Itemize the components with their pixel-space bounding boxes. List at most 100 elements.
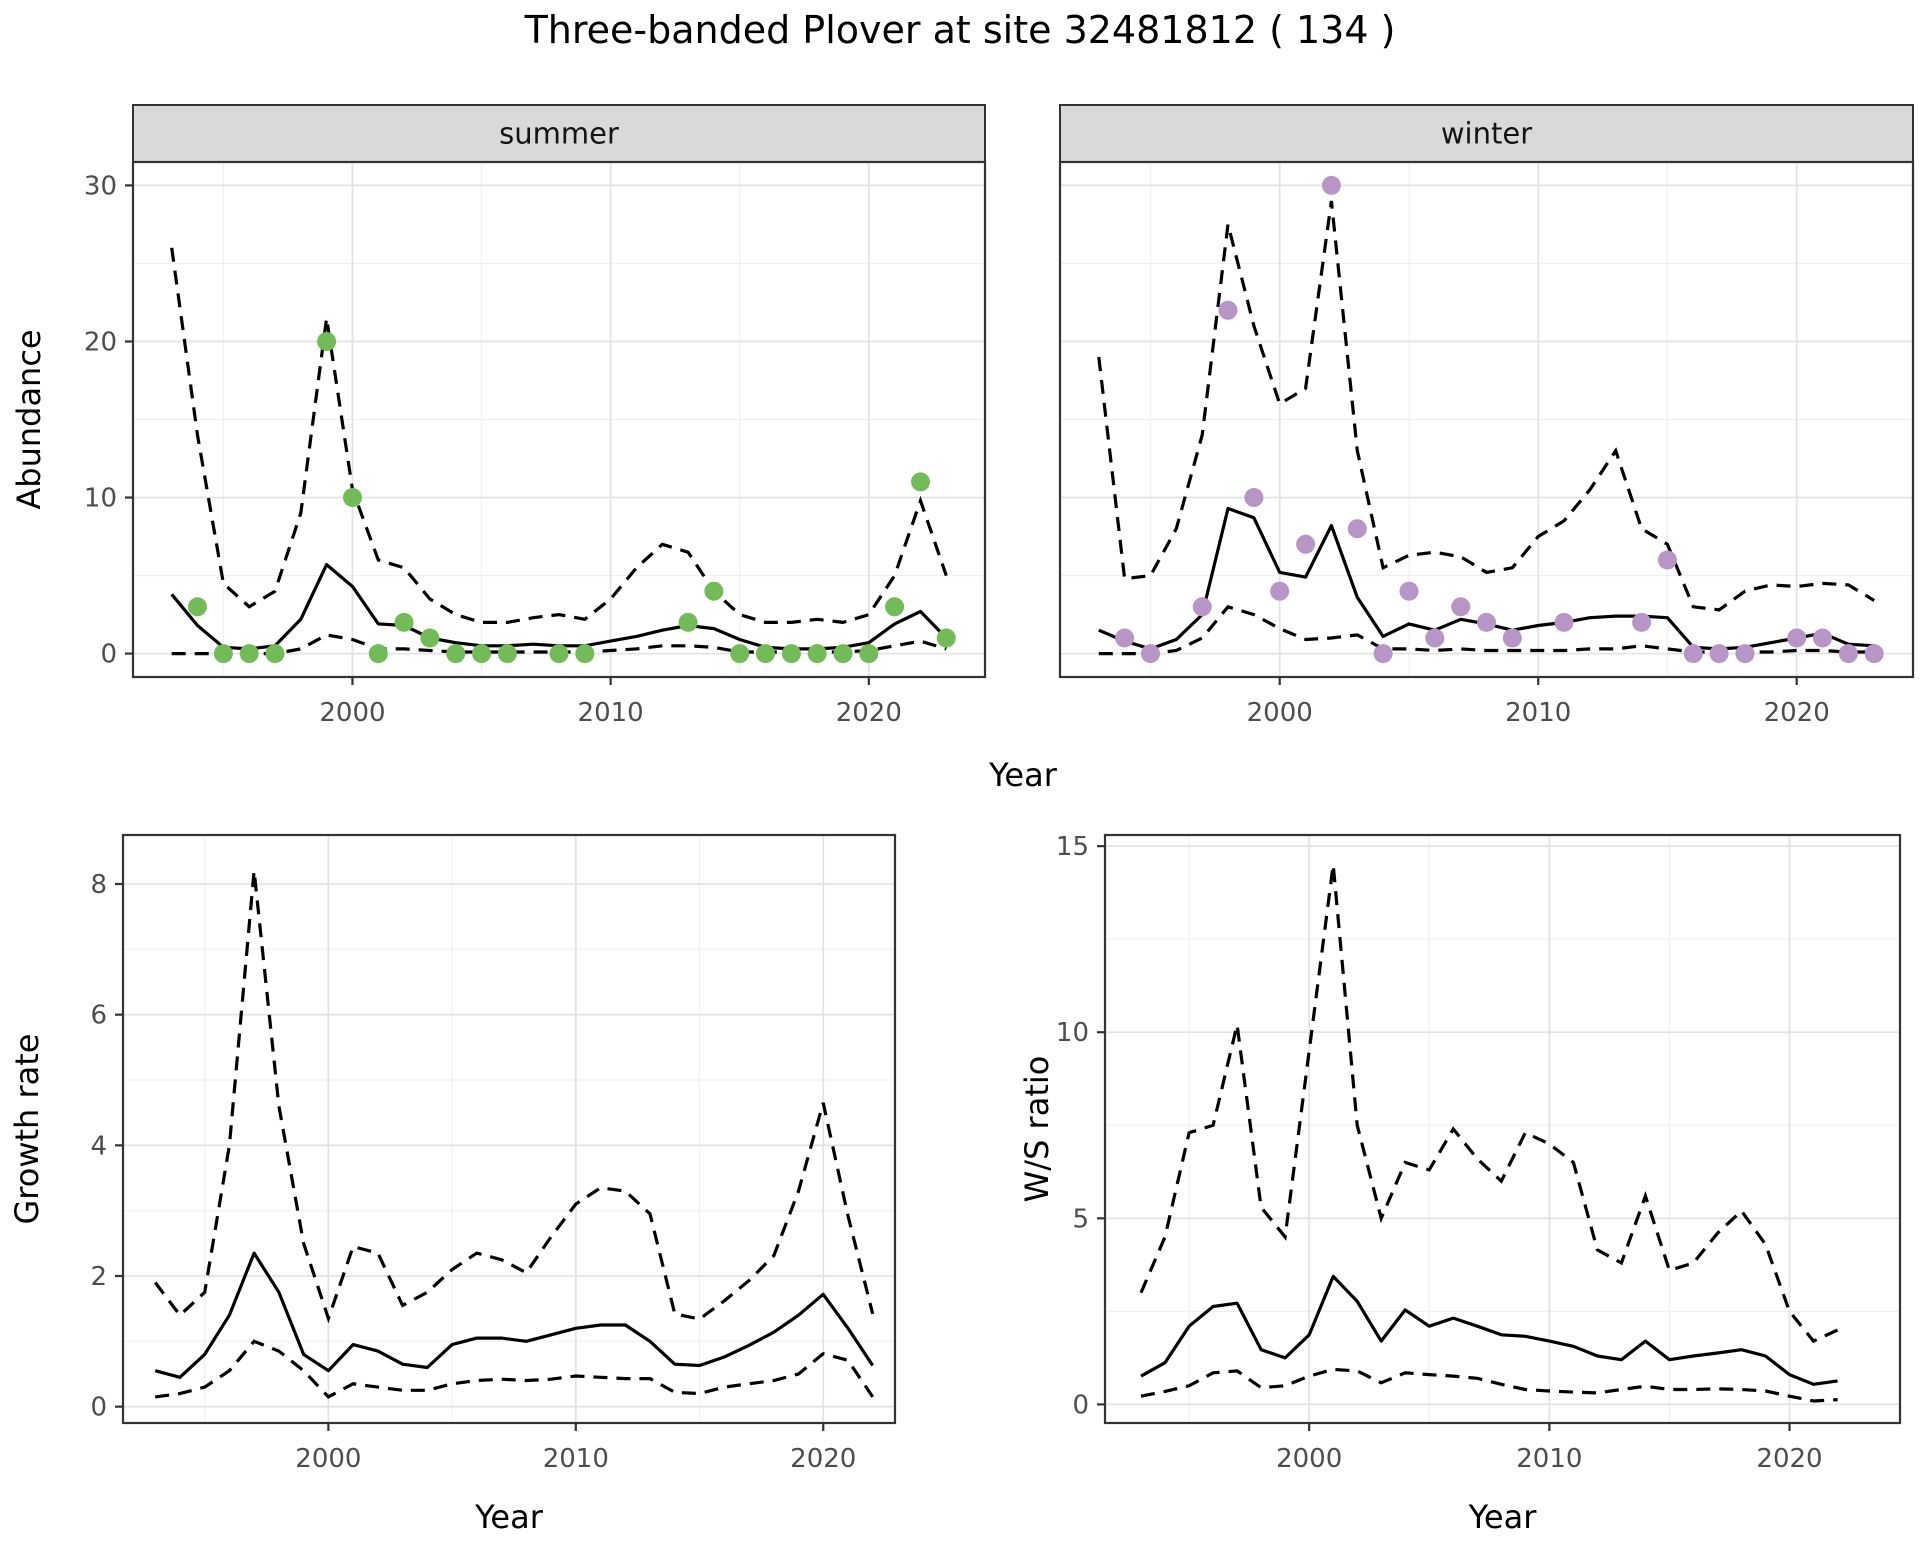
x-tick-label: 2020 — [1756, 1444, 1822, 1474]
axes: 2000 2010 2020 0 10 20 30 — [84, 171, 902, 728]
x-tick-label: 2000 — [1276, 1444, 1342, 1474]
panel-winter: winter 2000 2010 2020 — [1058, 104, 1915, 728]
data-point — [1477, 612, 1496, 632]
y-tick-label: 4 — [90, 1131, 107, 1161]
upper-ci-dashed-line — [1097, 200, 1876, 612]
data-point — [1787, 628, 1807, 648]
data-point — [859, 644, 879, 664]
gridlines — [123, 835, 895, 1423]
x-tick-label: 2010 — [543, 1444, 609, 1474]
lower-ci-dashed-line — [1140, 1367, 1838, 1403]
x-tick-label: 2000 — [295, 1444, 361, 1474]
upper-ci-dashed-line — [170, 247, 948, 625]
data-point — [1838, 644, 1858, 664]
data-point — [807, 644, 827, 664]
data-point — [549, 644, 569, 664]
data-point — [1218, 300, 1238, 320]
data-point — [936, 628, 956, 648]
data-point — [446, 644, 466, 664]
gridlines — [133, 162, 985, 677]
observed-points — [1115, 175, 1884, 664]
plot-title: Three-banded Plover at site 32481812 ( 1… — [524, 8, 1396, 52]
data-point — [678, 612, 698, 632]
x-tick-label: 2020 — [836, 698, 902, 728]
growth-rate-y-axis-title: Growth rate — [8, 1034, 46, 1225]
data-point — [368, 644, 388, 664]
top-x-axis-title: Year — [988, 756, 1058, 794]
panel-ws: 2000 2010 2020 0 5 10 15 — [1056, 832, 1902, 1474]
data-point — [1321, 175, 1341, 195]
data-point — [885, 597, 905, 617]
data-point — [781, 644, 801, 664]
upper-ci-dashed-line — [153, 870, 875, 1324]
data-point — [1709, 644, 1729, 664]
x-tick-label: 2020 — [1764, 698, 1830, 728]
data-point — [420, 628, 440, 648]
data-point — [394, 612, 414, 632]
data-point — [1192, 597, 1212, 617]
panel-border — [131, 160, 987, 679]
y-tick-label: 20 — [84, 327, 117, 357]
data-point — [575, 644, 595, 664]
y-tick-label: 15 — [1056, 832, 1089, 862]
panel-summer: summer 2000 2010 2020 0 10 20 30 — [84, 104, 987, 728]
data-point — [1425, 628, 1445, 648]
median-line — [1140, 1274, 1838, 1386]
median-line — [170, 563, 948, 651]
data-point — [1373, 644, 1393, 664]
y-tick-label: 0 — [1072, 1390, 1089, 1420]
lower-ci-dashed-line — [154, 1339, 875, 1399]
data-point — [1657, 550, 1677, 570]
data-point — [1735, 644, 1755, 664]
x-tick-label: 2010 — [1516, 1444, 1582, 1474]
x-tick-label: 2020 — [790, 1444, 856, 1474]
data-point — [213, 644, 233, 664]
y-tick-label: 0 — [90, 1393, 107, 1423]
x-tick-label: 2000 — [1247, 698, 1313, 728]
data-point — [1864, 644, 1884, 664]
y-tick-label: 30 — [84, 171, 117, 201]
data-point — [704, 581, 724, 601]
data-point — [911, 472, 930, 492]
y-tick-label: 8 — [90, 870, 107, 900]
y-tick-label: 2 — [90, 1262, 107, 1292]
median-line — [154, 1251, 875, 1379]
data-point — [265, 644, 285, 664]
ws-x-axis-title: Year — [1468, 1498, 1538, 1536]
data-point — [833, 644, 853, 664]
axes: 2000 2010 2020 — [1247, 677, 1830, 728]
data-point — [1244, 488, 1264, 507]
data-point — [472, 644, 491, 664]
facet-strip — [132, 104, 986, 163]
data-point — [1632, 612, 1652, 632]
data-point — [1270, 581, 1290, 601]
panel-growth: 2000 2010 2020 0 2 4 6 8 — [90, 833, 897, 1474]
upper-ci-dashed-line — [1139, 864, 1839, 1344]
y-tick-label: 5 — [1072, 1204, 1089, 1234]
data-point — [497, 644, 517, 664]
data-point — [1347, 519, 1367, 539]
data-point — [1554, 612, 1574, 632]
growth-x-axis-title: Year — [474, 1498, 544, 1536]
y-tick-label: 0 — [100, 640, 117, 670]
x-tick-label: 2000 — [319, 698, 385, 728]
axes: 2000 2010 2020 0 2 4 6 8 — [90, 870, 856, 1474]
ws-ratio-y-axis-title: W/S ratio — [1018, 1056, 1056, 1203]
axes: 2000 2010 2020 0 5 10 15 — [1056, 832, 1823, 1474]
data-point — [1399, 581, 1419, 601]
data-point — [1813, 628, 1832, 648]
data-point — [1141, 644, 1160, 664]
gridlines — [1060, 162, 1913, 677]
panel-border — [121, 833, 897, 1425]
data-point — [188, 597, 207, 617]
observed-points — [188, 332, 956, 664]
y-tick-label: 6 — [90, 1001, 107, 1031]
x-tick-label: 2010 — [1505, 698, 1571, 728]
facet-strip-label: winter — [1441, 117, 1532, 151]
y-tick-label: 10 — [1056, 1018, 1089, 1048]
facet-strip-label: summer — [499, 117, 619, 151]
data-point — [317, 332, 337, 351]
data-point — [756, 644, 775, 664]
